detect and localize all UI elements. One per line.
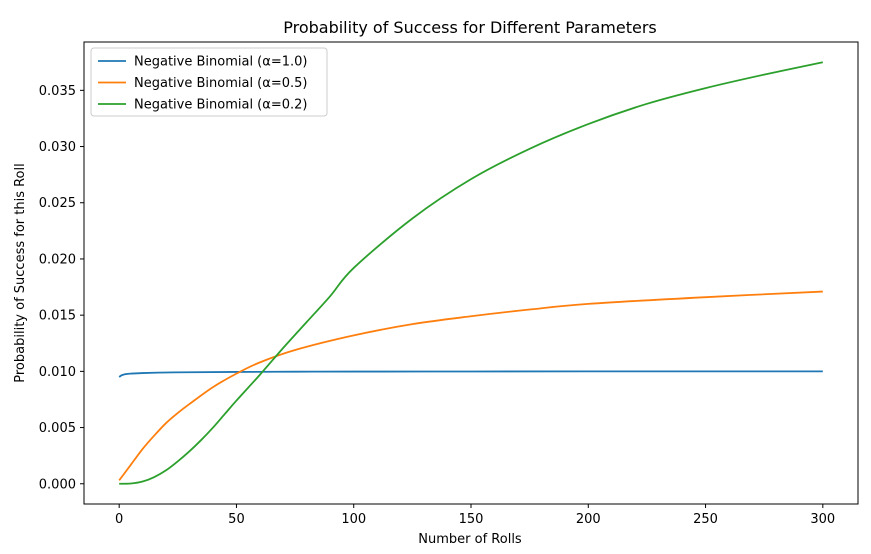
- chart-title: Probability of Success for Different Par…: [283, 18, 657, 37]
- legend-box: [90, 47, 328, 117]
- x-tick-label: 250: [693, 512, 718, 527]
- legend-entries: Negative Binomial (α=1.0) Negative Binomi…: [98, 55, 307, 113]
- y-tick-label: 0.035: [39, 84, 76, 99]
- y-axis-label: Probability of Success for this Roll: [13, 163, 28, 382]
- series-layer: [118, 61, 824, 485]
- y-tick-label: 0.025: [39, 196, 76, 211]
- legend-label-0: Negative Binomial (α=1.0): [134, 55, 307, 70]
- legend-label-1: Negative Binomial (α=0.5): [134, 76, 307, 91]
- series-line-0: [118, 370, 823, 378]
- x-tick-label: 100: [341, 512, 366, 527]
- x-tick-label: 200: [576, 512, 601, 527]
- x-tick-label: 50: [228, 512, 245, 527]
- y-tick-label: 0.020: [39, 252, 76, 267]
- y-tick-label: 0.005: [39, 421, 76, 436]
- y-tick-label: 0.010: [39, 365, 76, 380]
- legend-label-2: Negative Binomial (α=0.2): [134, 98, 307, 113]
- y-axis: 0.000 0.005 0.010 0.015 0.020 0.025 0.030 0.035: [39, 84, 84, 492]
- legend: Negative Binomial (α=1.0) Negative Binomi…: [90, 47, 328, 117]
- x-tick-label: 0: [115, 512, 123, 527]
- y-tick-label: 0.000: [39, 477, 76, 492]
- x-tick-label: 300: [810, 512, 835, 527]
- x-tick-label: 150: [459, 512, 484, 527]
- x-axis: 0 50 100 150 200 250 300: [115, 504, 835, 527]
- series-line-2: [119, 61, 824, 485]
- y-tick-label: 0.015: [39, 309, 76, 324]
- x-axis-label: Number of Rolls: [418, 532, 522, 547]
- y-tick-label: 0.030: [39, 140, 76, 155]
- series-line-1: [118, 290, 823, 481]
